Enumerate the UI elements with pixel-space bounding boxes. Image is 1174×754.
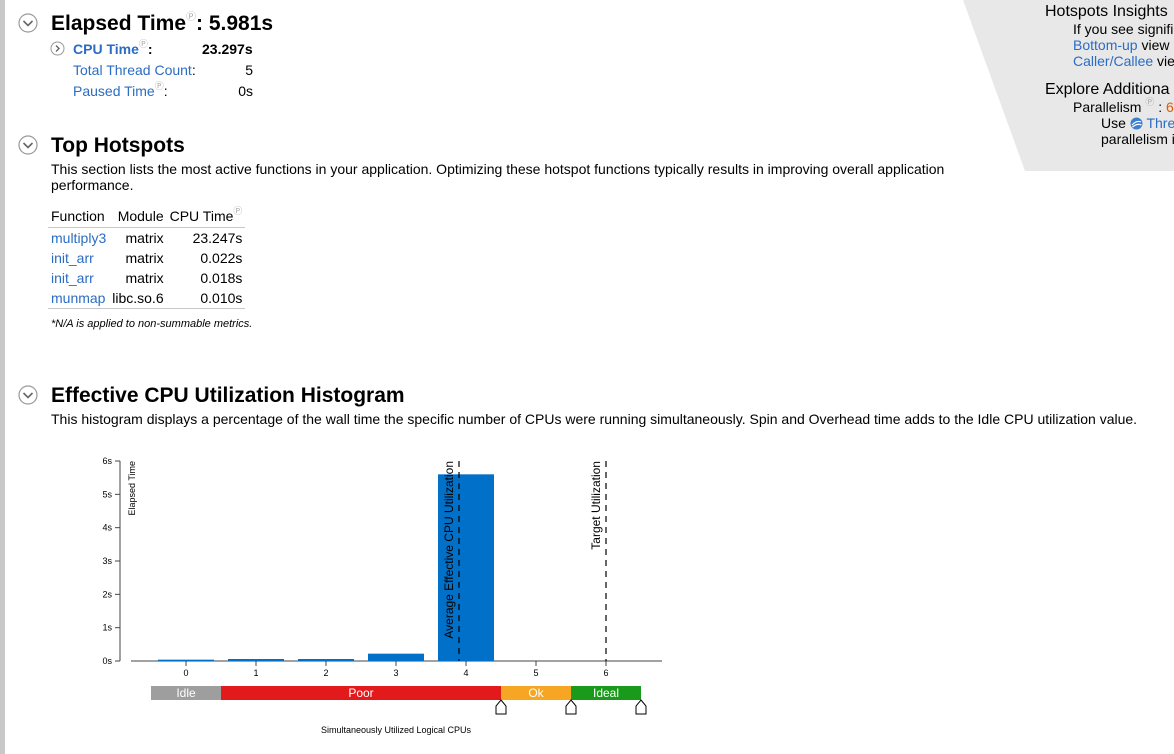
paused-time-value: 0s — [238, 83, 253, 99]
histogram-bar — [438, 474, 494, 661]
x-tick-label: 2 — [323, 668, 328, 678]
col-function[interactable]: Function — [48, 207, 110, 228]
histogram-bar — [368, 653, 424, 661]
insights-caller-line: Caller/Callee vie — [1073, 53, 1174, 69]
elapsed-value: 5.981s — [208, 12, 274, 35]
left-border — [0, 0, 5, 754]
band-marker-handle — [495, 699, 507, 715]
help-icon[interactable]: Ⓟ — [1145, 97, 1155, 107]
table-row: init_arr matrix 0.018s — [48, 268, 245, 288]
module-cell: matrix — [125, 270, 164, 286]
thread-count-link[interactable]: Total Thread Count — [73, 62, 192, 78]
insights-panel-bg — [963, 0, 1174, 171]
utilization-band — [571, 686, 641, 700]
annotation-label: Average Effective CPU Utilization — [442, 461, 456, 639]
x-tick-label: 0 — [183, 668, 188, 678]
function-link[interactable]: munmap — [51, 290, 106, 306]
cpu-time-value: 23.297s — [202, 41, 253, 57]
histogram-title: Effective CPU Utilization Histogram — [51, 384, 405, 407]
y-tick-label: 3s — [102, 556, 112, 566]
expand-cpu-time-icon[interactable] — [50, 41, 65, 56]
metric-thread-count: Total Thread Count: — [73, 62, 196, 78]
paused-time-link[interactable]: Paused Time — [73, 83, 155, 99]
threading-link[interactable]: Thre — [1146, 115, 1174, 131]
histogram-bar — [228, 659, 284, 661]
histogram-bar — [158, 659, 214, 661]
help-icon[interactable]: Ⓟ — [154, 81, 164, 91]
module-cell: matrix — [125, 250, 164, 266]
histogram-description: This histogram displays a percentage of … — [51, 411, 1138, 427]
x-axis-title: Simultaneously Utilized Logical CPUs — [321, 725, 472, 735]
explore-title: Explore Additiona — [1045, 81, 1170, 98]
collapse-elapsed-icon[interactable] — [18, 13, 38, 33]
collapse-histogram-icon[interactable] — [18, 385, 38, 405]
y-tick-label: 5s — [102, 489, 112, 499]
insights-line: If you see signifi — [1073, 21, 1174, 37]
utilization-band-label: Ideal — [593, 686, 619, 700]
parallelism-text: parallelism i — [1101, 131, 1174, 147]
threading-line: Use Thre — [1101, 115, 1174, 131]
bottom-up-link[interactable]: Bottom-up — [1073, 37, 1138, 53]
y-axis-title: Elapsed Time — [127, 461, 137, 516]
utilization-band — [501, 686, 571, 700]
hotspots-description: This section lists the most active funct… — [51, 161, 945, 193]
elapsed-title: Elapsed TimeⓅ: 5.981s — [51, 12, 273, 36]
y-tick-label: 6s — [102, 456, 112, 466]
band-marker-handle — [635, 699, 647, 715]
collapse-hotspots-icon[interactable] — [18, 135, 38, 155]
parallelism-line: Parallelism Ⓟ : 6 — [1073, 97, 1174, 115]
utilization-band-label: Poor — [348, 686, 373, 700]
utilization-histogram-chart: 0s 1s 2s 3s 4s 5s 6s Elapsed Time 0 1 2 3 4 5 6 Average… — [102, 456, 662, 735]
elapsed-title-label: Elapsed Time — [51, 12, 187, 35]
x-tick-label: 3 — [393, 668, 398, 678]
table-footnote: *N/A is applied to non-summable metrics. — [51, 318, 253, 330]
cpu-time-cell: 0.022s — [200, 250, 243, 266]
hotspots-table: Function Module CPU TimeⓅ multiply3 matr… — [48, 206, 246, 309]
hotspots-title: Top Hotspots — [51, 134, 185, 157]
help-icon[interactable]: Ⓟ — [233, 206, 243, 216]
table-row: munmap libc.so.6 0.010s — [48, 288, 246, 309]
y-tick-label: 1s — [102, 623, 112, 633]
function-link[interactable]: multiply3 — [51, 230, 107, 246]
cpu-time-link[interactable]: CPU Time — [73, 41, 139, 57]
y-tick-label: 2s — [102, 589, 112, 599]
metric-cpu-time: CPU TimeⓅ: — [73, 39, 153, 57]
cpu-time-cell: 23.247s — [192, 230, 243, 246]
cpu-time-cell: 0.010s — [166, 288, 246, 309]
histogram-bar — [298, 659, 354, 661]
x-tick-label: 1 — [253, 668, 258, 678]
cpu-time-cell: 0.018s — [200, 270, 243, 286]
function-link[interactable]: init_arr — [51, 270, 94, 286]
help-icon[interactable]: Ⓟ — [186, 12, 197, 23]
table-row: init_arr matrix 0.022s — [48, 248, 245, 268]
module-cell: matrix — [125, 230, 164, 246]
threading-icon — [1130, 117, 1143, 130]
utilization-band-label: Idle — [176, 686, 196, 700]
annotation-label: Target Utilization — [589, 461, 603, 550]
elapsed-separator: : — [196, 12, 204, 35]
x-tick-label: 6 — [603, 668, 608, 678]
band-marker-handle — [565, 699, 577, 715]
insights-title: Hotspots Insights — [1045, 3, 1168, 20]
function-link[interactable]: init_arr — [51, 250, 94, 266]
thread-count-value: 5 — [245, 62, 253, 78]
parallelism-value: 6 — [1166, 99, 1174, 115]
table-header-row: Function Module CPU TimeⓅ — [48, 206, 246, 228]
metric-paused-time: Paused TimeⓅ: — [73, 81, 168, 99]
utilization-band — [151, 686, 221, 700]
y-tick-label: 0s — [102, 656, 112, 666]
x-tick-label: 4 — [463, 668, 468, 678]
caller-callee-link[interactable]: Caller/Callee — [1073, 53, 1154, 69]
col-module[interactable]: Module — [109, 207, 167, 228]
insights-bottomup-line: Bottom-up view — [1073, 37, 1170, 53]
table-row: multiply3 matrix 23.247s — [48, 228, 245, 249]
utilization-band — [221, 686, 501, 700]
help-icon[interactable]: Ⓟ — [138, 39, 148, 49]
utilization-band-label: Ok — [528, 686, 544, 700]
col-cpu-time[interactable]: CPU TimeⓅ — [166, 206, 246, 228]
y-tick-label: 4s — [102, 523, 112, 533]
x-tick-label: 5 — [533, 668, 538, 678]
module-cell: libc.so.6 — [109, 288, 167, 309]
